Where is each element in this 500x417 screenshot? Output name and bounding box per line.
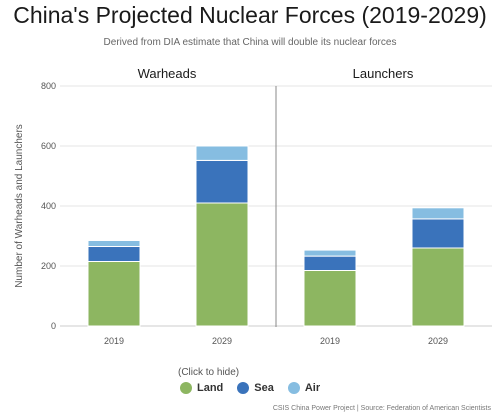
bar-land bbox=[411, 247, 465, 327]
legend-swatch bbox=[237, 382, 250, 394]
x-tick-label: 2029 bbox=[212, 336, 232, 346]
bar-sea bbox=[195, 159, 249, 204]
bar-air bbox=[411, 207, 465, 220]
panel-title: Warheads bbox=[138, 66, 197, 81]
y-tick-label: 600 bbox=[41, 141, 56, 151]
legend-item-sea[interactable]: Sea bbox=[237, 382, 274, 394]
bar-sea bbox=[411, 218, 465, 249]
bar-air bbox=[303, 249, 357, 257]
x-tick-label: 2019 bbox=[320, 336, 340, 346]
legend-hint: (Click to hide) bbox=[178, 367, 240, 378]
y-tick-label: 0 bbox=[51, 321, 56, 331]
legend-item-air[interactable]: Air bbox=[287, 382, 321, 394]
x-tick-label: 2019 bbox=[104, 336, 124, 346]
bar-sea bbox=[87, 246, 141, 262]
bar-sea bbox=[303, 255, 357, 272]
legend-label: Land bbox=[197, 382, 224, 394]
y-tick-label: 400 bbox=[41, 201, 56, 211]
bar-air bbox=[87, 240, 141, 247]
y-tick-label: 200 bbox=[41, 261, 56, 271]
source-note: CSIS China Power Project | Source: Feder… bbox=[272, 405, 491, 412]
legend: Land Sea Air bbox=[180, 382, 320, 394]
x-tick-label: 2029 bbox=[428, 336, 448, 346]
panel-title: Launchers bbox=[353, 66, 414, 81]
legend-swatch bbox=[287, 382, 300, 394]
legend-swatch bbox=[180, 382, 192, 394]
bar-air bbox=[195, 145, 249, 161]
bar-land bbox=[87, 261, 141, 327]
bar-land bbox=[303, 270, 357, 327]
y-axis-label: Number of Warheads and Launchers bbox=[14, 124, 25, 288]
chart-subtitle: Derived from DIA estimate that China wil… bbox=[103, 37, 397, 48]
legend-item-land[interactable]: Land bbox=[180, 382, 223, 394]
legend-label: Air bbox=[304, 382, 321, 394]
y-tick-label: 800 bbox=[41, 81, 56, 91]
bar-land bbox=[195, 202, 249, 327]
chart-title: China's Projected Nuclear Forces (2019-2… bbox=[13, 2, 487, 28]
legend-label: Sea bbox=[254, 382, 274, 394]
